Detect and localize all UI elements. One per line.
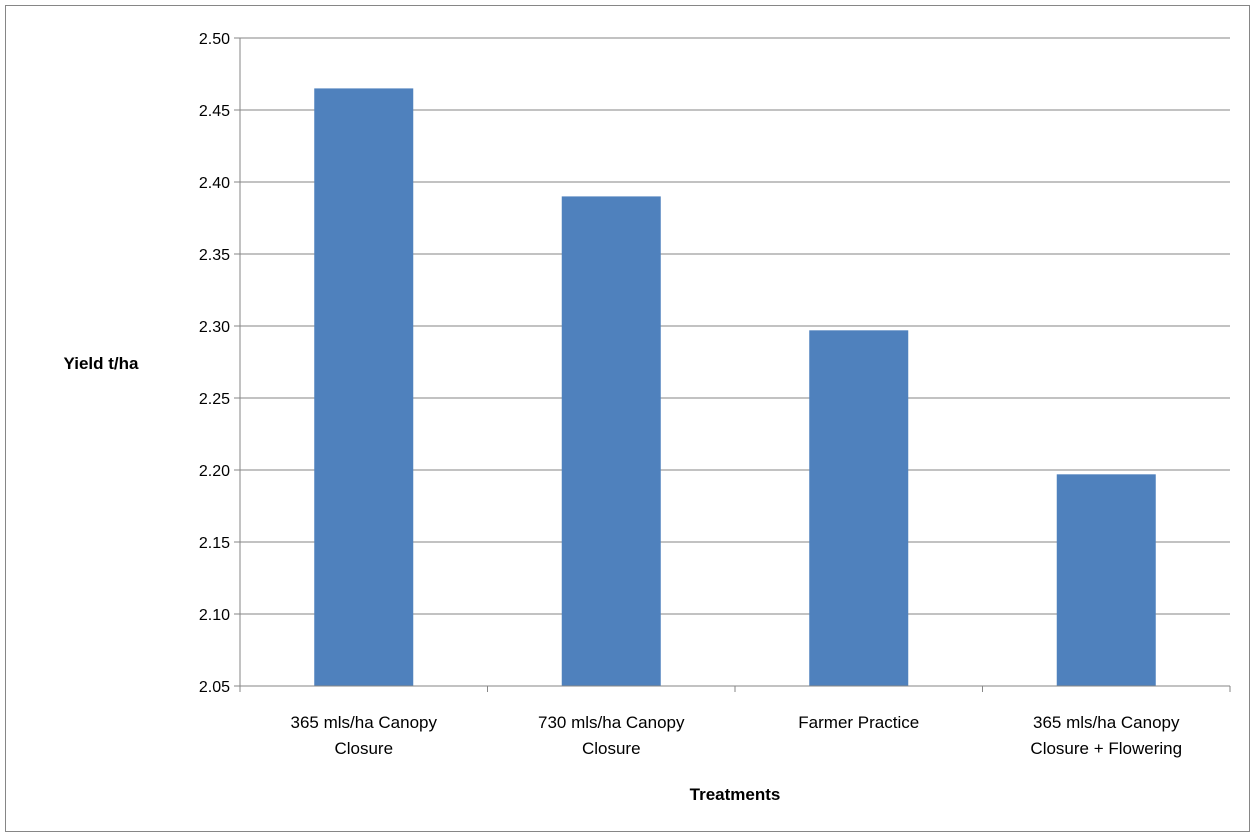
x-category-label: 365 mls/ha Canopy [1033, 713, 1180, 732]
x-category-label: Closure [334, 739, 393, 758]
x-axis-title: Treatments [690, 785, 781, 804]
bar [314, 88, 414, 686]
x-category-label: 730 mls/ha Canopy [538, 713, 685, 732]
y-tick-label: 2.05 [199, 679, 230, 696]
bar [809, 330, 909, 686]
y-tick-label: 2.15 [199, 535, 230, 552]
bar [561, 196, 661, 686]
x-category-label: Closure + Flowering [1030, 739, 1182, 758]
x-category-label: Farmer Practice [798, 713, 919, 732]
y-tick-label: 2.35 [199, 247, 230, 264]
y-tick-label: 2.10 [199, 607, 230, 624]
y-axis-title: Yield t/ha [64, 354, 139, 373]
bar [1056, 474, 1156, 686]
bars [314, 88, 1156, 686]
labels: 2.05 2.10 2.15 2.20 2.25 2.30 2.35 2.40 2.45 2.50… [199, 31, 1182, 758]
y-tick-label: 2.20 [199, 463, 230, 480]
y-tick-label: 2.45 [199, 103, 230, 120]
axes [234, 37, 1231, 692]
y-tick-label: 2.40 [199, 175, 230, 192]
y-tick-label: 2.30 [199, 319, 230, 336]
y-tick-label: 2.25 [199, 391, 230, 408]
x-category-label: 365 mls/ha Canopy [291, 713, 438, 732]
y-tick-label: 2.50 [199, 31, 230, 48]
x-category-label: Closure [582, 739, 641, 758]
